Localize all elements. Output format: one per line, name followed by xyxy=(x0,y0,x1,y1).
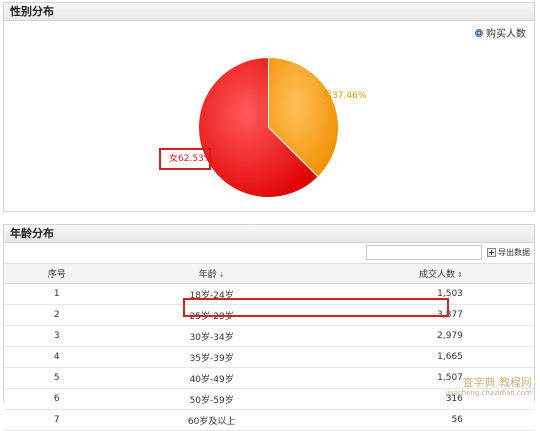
sort-desc-icon[interactable]: ⇣ xyxy=(218,271,225,279)
cell-index: 1 xyxy=(4,283,110,305)
cell-count: 2,979 xyxy=(313,325,473,347)
cell-index: 4 xyxy=(4,346,110,368)
age-table: 序号 年龄 ⇣ 成交人数 ⇕ 1 18岁-24岁 1,503 2 25岁-29岁 3,877 3… xyxy=(4,263,534,431)
cell-age: 30岁-34岁 xyxy=(109,325,314,347)
table-row[interactable]: 7 60岁及以上 56 xyxy=(4,409,534,431)
table-header-row: 序号 年龄 ⇣ 成交人数 ⇕ xyxy=(4,263,534,284)
cell-count: 1,665 xyxy=(313,346,473,368)
col-header-index[interactable]: 序号 xyxy=(4,263,110,284)
table-row[interactable]: 4 35岁-39岁 1,665 xyxy=(4,346,534,368)
search-input[interactable] xyxy=(366,245,482,260)
gender-pie-chart xyxy=(196,55,341,200)
age-panel-title: 年龄分布 xyxy=(4,225,534,243)
cell-index: 5 xyxy=(4,367,110,389)
legend-label: 购买人数 xyxy=(486,29,526,40)
table-row[interactable]: 3 30岁-34岁 2,979 xyxy=(4,325,534,347)
pie-slice-female[interactable] xyxy=(198,56,319,198)
table-row[interactable]: 5 40岁-49岁 1,507 xyxy=(4,367,534,389)
plus-icon xyxy=(487,248,496,257)
pie-label-female: 女62.53% xyxy=(159,148,212,170)
pie-label-male: 男37.46% xyxy=(323,91,367,101)
cell-age: 40岁-49岁 xyxy=(109,367,314,389)
legend-radio-icon[interactable] xyxy=(475,28,483,37)
pie-legend[interactable]: 购买人数 xyxy=(475,25,526,40)
age-toolbar: 导出数据 xyxy=(366,245,530,260)
pie-slice-male[interactable] xyxy=(268,56,339,178)
cell-index: 7 xyxy=(4,409,110,431)
cell-age: 50岁-59岁 xyxy=(109,388,314,410)
export-data-button[interactable]: 导出数据 xyxy=(487,247,530,258)
cell-index: 6 xyxy=(4,388,110,410)
export-data-label: 导出数据 xyxy=(498,248,530,257)
cell-index: 3 xyxy=(4,325,110,347)
cell-count: 1,507 xyxy=(313,367,473,389)
cell-count: 56 xyxy=(313,409,473,431)
gender-panel-title: 性别分布 xyxy=(4,3,534,21)
col-header-age[interactable]: 年龄 ⇣ xyxy=(109,263,314,284)
watermark: 查字典 教程网 jiaocheng.chazidian.com xyxy=(445,376,532,397)
cell-age: 60岁及以上 xyxy=(109,409,314,431)
sort-icon[interactable]: ⇕ xyxy=(457,271,463,279)
cell-age: 35岁-39岁 xyxy=(109,346,314,368)
col-header-count[interactable]: 成交人数 ⇕ xyxy=(313,263,473,284)
highlight-box-row-2 xyxy=(183,298,449,317)
cell-index: 2 xyxy=(4,304,110,326)
